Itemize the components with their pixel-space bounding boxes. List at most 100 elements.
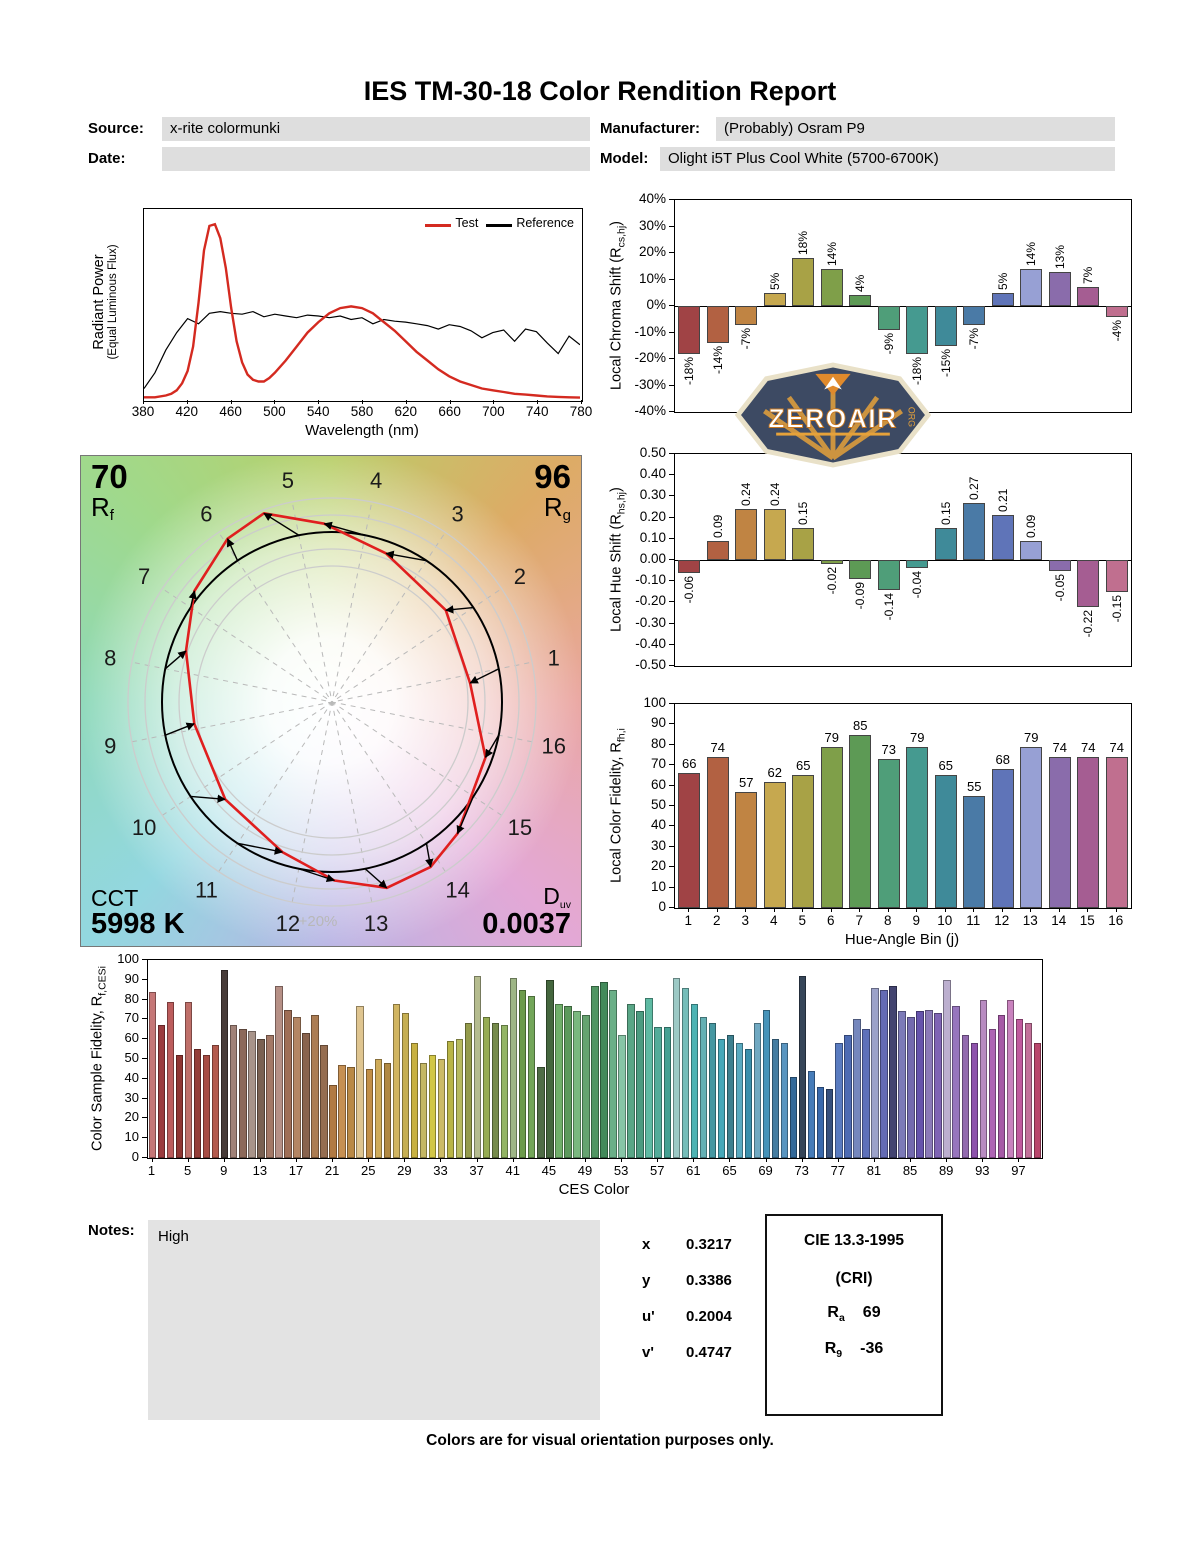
spd-x-tick-mark bbox=[230, 400, 232, 404]
y-tick-label: 90 bbox=[650, 715, 666, 731]
y-tick-mark bbox=[669, 643, 674, 645]
spd-x-tick-mark bbox=[274, 400, 276, 404]
hue-bin-number: 7 bbox=[138, 564, 150, 589]
ces-bar bbox=[365, 1068, 373, 1158]
bar bbox=[820, 746, 843, 908]
bar-value-label: 5% bbox=[995, 272, 1010, 290]
shift-arrow bbox=[456, 796, 474, 835]
shift-arrow bbox=[190, 794, 226, 803]
x-tick-mark bbox=[187, 1158, 189, 1162]
ces-bar bbox=[193, 1049, 202, 1158]
bar bbox=[849, 295, 872, 306]
x-tick-mark bbox=[745, 908, 747, 912]
x-tick-label: 11 bbox=[966, 913, 981, 928]
x-tick-mark bbox=[1018, 1158, 1020, 1162]
shift-arrow bbox=[323, 521, 366, 536]
y-tick-mark bbox=[669, 845, 674, 847]
ces-bar bbox=[636, 1011, 644, 1158]
x-tick-mark bbox=[440, 1158, 442, 1162]
x-tick-label: 16 bbox=[1108, 913, 1124, 928]
y-tick-label: 50 bbox=[124, 1050, 139, 1065]
bar-value-label: -0.02 bbox=[824, 567, 839, 595]
hue-bin-number: 11 bbox=[195, 877, 218, 902]
rf-main: R bbox=[91, 491, 110, 522]
bar-value-label: -7% bbox=[967, 327, 982, 349]
test-line-swatch bbox=[425, 224, 452, 227]
rf-sub: f bbox=[109, 506, 114, 524]
shift-arrow bbox=[484, 734, 500, 759]
fid-plot: 66 74 57 62 65 79 85 73 79 65 55 68 79 74 74 74 bbox=[674, 703, 1132, 909]
x-tick-label: 8 bbox=[883, 913, 892, 928]
bar bbox=[963, 795, 986, 908]
y-tick-label: -0.40 bbox=[635, 635, 666, 651]
source-value-box: x-rite colormunki bbox=[162, 117, 590, 141]
y-tick-label: -10% bbox=[634, 323, 666, 339]
spd-legend: Test Reference bbox=[425, 216, 574, 230]
bar-value-label: -18% bbox=[682, 356, 697, 385]
chromaticity-row: u' 0.2004 bbox=[642, 1308, 732, 1344]
x-tick-mark bbox=[1030, 908, 1032, 912]
ces-bar bbox=[555, 1003, 563, 1158]
y-tick-label: 0% bbox=[646, 297, 666, 312]
ring-percent-label: +20% bbox=[299, 913, 338, 930]
duv-sub: uv bbox=[559, 898, 571, 911]
x-tick-mark bbox=[729, 1158, 731, 1162]
bar-value-label: 68 bbox=[995, 752, 1010, 768]
cri-r9-row: R9 -36 bbox=[767, 1340, 941, 1360]
spd-x-tick-mark bbox=[362, 400, 363, 404]
chroma-ring bbox=[144, 514, 520, 890]
rf-value: 70 bbox=[91, 458, 128, 495]
bar bbox=[1077, 287, 1100, 306]
y-tick-label: 0 bbox=[658, 899, 666, 914]
bar-value-label: -14% bbox=[710, 346, 725, 375]
y-tick-label: 30 bbox=[650, 837, 666, 853]
ces-bar bbox=[979, 999, 987, 1158]
chromaticity-row: y 0.3386 bbox=[642, 1272, 732, 1308]
ces-bar bbox=[202, 1055, 211, 1158]
coord-label: y bbox=[642, 1272, 651, 1289]
x-tick-mark bbox=[223, 1158, 225, 1162]
shift-arrow bbox=[385, 550, 427, 562]
bar bbox=[906, 560, 929, 569]
bar-value-label: 74 bbox=[1052, 740, 1067, 756]
bar-value-label: 0.15 bbox=[796, 501, 811, 526]
y-tick-label: 40 bbox=[650, 817, 666, 833]
bar bbox=[906, 746, 929, 908]
y-tick-mark bbox=[142, 978, 147, 980]
y-tick-label: 0.50 bbox=[639, 445, 666, 460]
ces-bar bbox=[455, 1039, 464, 1158]
ces-bar bbox=[410, 1043, 419, 1158]
ces-bar bbox=[1024, 1023, 1033, 1158]
ces-bar bbox=[952, 1005, 960, 1158]
ces-bar bbox=[239, 1029, 247, 1158]
ces-fidelity-chart: Color Sample Fidelity, Rf,CESi CES Color… bbox=[85, 951, 1160, 1203]
spd-x-tick-label: 420 bbox=[175, 404, 199, 419]
spd-x-axis-label: Wavelength (nm) bbox=[305, 422, 419, 439]
shift-arrow bbox=[188, 590, 197, 608]
ces-bar bbox=[374, 1059, 382, 1158]
ces-bar bbox=[681, 987, 689, 1158]
x-tick-mark bbox=[837, 1158, 839, 1162]
bar-value-label: 18% bbox=[796, 231, 811, 256]
bar-value-label: 0.09 bbox=[710, 514, 725, 538]
center-white-overlay bbox=[81, 456, 581, 946]
y-tick-mark bbox=[669, 580, 674, 582]
bar-value-label: 66 bbox=[682, 756, 697, 772]
y-tick-label: -0.50 bbox=[635, 657, 666, 672]
ces-bar bbox=[618, 1035, 626, 1158]
x-tick-mark bbox=[982, 1158, 984, 1162]
y-tick-mark bbox=[142, 1117, 147, 1119]
x-tick-mark bbox=[859, 908, 861, 912]
shift-arrow bbox=[298, 868, 336, 883]
bar-value-label: -0.14 bbox=[881, 592, 896, 621]
x-tick-label: 9 bbox=[912, 913, 920, 928]
reference-line-swatch bbox=[486, 224, 513, 227]
x-tick-label: 2 bbox=[712, 913, 721, 928]
hue-bin-number: 8 bbox=[104, 645, 116, 670]
bar bbox=[934, 306, 957, 346]
y-tick-mark bbox=[669, 601, 674, 603]
ces-bar bbox=[392, 1003, 401, 1158]
local-color-fidelity-chart: Local Color Fidelity, Rfh,i 66 74 57 62 65 79… bbox=[600, 695, 1135, 957]
duv-value: 0.0037 bbox=[482, 908, 571, 941]
coord-label: x bbox=[642, 1236, 651, 1253]
